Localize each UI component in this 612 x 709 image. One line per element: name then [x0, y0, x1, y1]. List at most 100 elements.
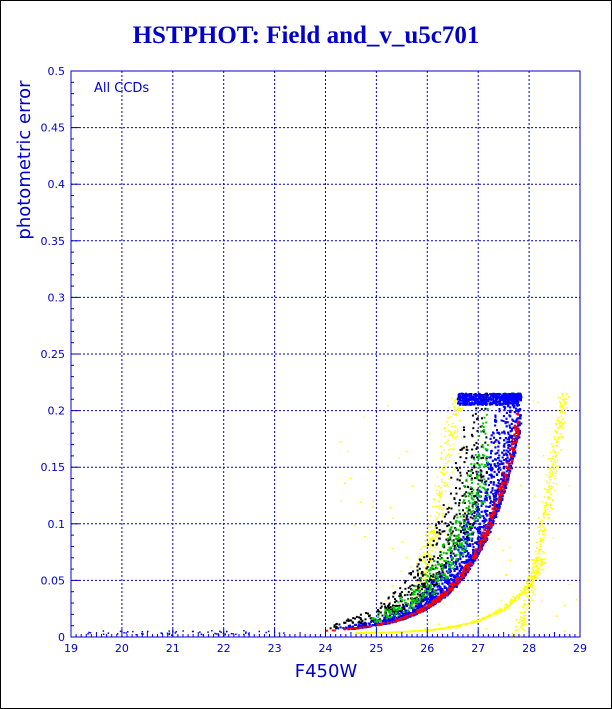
- data-point: [521, 612, 524, 614]
- data-point: [436, 592, 439, 595]
- data-point: [434, 533, 437, 535]
- data-point: [504, 421, 507, 423]
- data-point: [448, 449, 450, 451]
- data-point: [562, 426, 565, 429]
- data-point: [446, 582, 449, 584]
- data-point: [420, 558, 423, 560]
- data-point: [536, 553, 539, 555]
- data-point: [507, 607, 509, 609]
- data-point: [558, 419, 560, 422]
- data-point: [514, 597, 516, 600]
- data-point: [507, 405, 510, 408]
- data-point: [549, 497, 551, 499]
- data-point: [551, 443, 553, 445]
- data-point: [448, 579, 451, 582]
- data-point: [389, 631, 391, 634]
- data-point: [490, 450, 493, 453]
- data-point: [512, 426, 515, 429]
- data-point: [463, 511, 466, 514]
- data-point: [496, 451, 499, 454]
- data-point: [508, 458, 511, 461]
- data-point: [453, 548, 456, 551]
- data-point: [456, 408, 459, 410]
- data-point: [509, 406, 512, 409]
- data-point: [453, 626, 455, 628]
- data-point: [455, 563, 457, 566]
- data-point: [474, 526, 476, 529]
- data-point: [438, 490, 441, 492]
- data-point: [466, 481, 469, 483]
- data-point: [435, 595, 438, 598]
- data-point: [418, 630, 420, 632]
- data-point: [480, 500, 483, 502]
- data-point: [492, 441, 495, 444]
- data-point: [424, 559, 426, 561]
- data-point: [389, 631, 392, 633]
- data-point: [559, 422, 562, 424]
- data-point: [431, 577, 434, 579]
- data-point: [166, 632, 169, 635]
- data-point: [392, 618, 395, 620]
- data-point: [230, 632, 233, 635]
- data-point: [434, 516, 437, 519]
- data-point: [493, 496, 496, 498]
- data-point: [500, 460, 503, 463]
- data-point: [505, 460, 508, 462]
- data-point: [132, 630, 134, 633]
- data-point: [422, 598, 425, 601]
- data-point: [458, 562, 461, 565]
- data-point: [529, 598, 531, 600]
- data-point: [485, 519, 488, 522]
- data-point: [431, 536, 434, 538]
- data-point: [483, 617, 485, 619]
- data-point: [501, 609, 503, 611]
- data-point: [412, 610, 415, 613]
- data-point: [543, 530, 545, 533]
- data-point: [480, 618, 482, 621]
- data-point: [373, 632, 376, 634]
- data-point: [531, 582, 533, 584]
- data-point: [505, 441, 508, 444]
- data-point: [504, 407, 506, 409]
- data-point: [467, 553, 470, 556]
- data-point: [391, 547, 393, 550]
- data-point: [367, 632, 370, 634]
- data-point: [463, 538, 466, 541]
- data-point: [447, 478, 450, 480]
- data-point: [534, 550, 537, 553]
- data-point: [424, 561, 426, 563]
- data-point: [497, 608, 499, 611]
- data-point: [481, 617, 483, 619]
- data-point: [522, 628, 524, 630]
- data-point: [431, 595, 434, 598]
- data-point: [504, 606, 506, 608]
- data-point: [482, 515, 485, 518]
- data-point: [533, 571, 536, 574]
- data-point: [494, 424, 497, 427]
- data-point: [544, 529, 546, 531]
- data-point: [484, 498, 486, 501]
- data-point: [493, 436, 495, 439]
- data-point: [439, 457, 442, 459]
- data-point: [460, 538, 463, 541]
- data-point: [544, 558, 546, 560]
- data-point: [518, 417, 521, 420]
- data-point: [539, 545, 542, 548]
- data-point: [474, 541, 477, 544]
- data-point: [500, 419, 503, 422]
- data-point: [453, 443, 455, 446]
- data-point: [431, 530, 434, 533]
- data-point: [459, 419, 461, 422]
- data-point: [455, 560, 458, 563]
- data-point: [535, 574, 537, 576]
- data-point: [383, 617, 386, 619]
- data-point: [538, 551, 540, 553]
- data-point: [512, 452, 515, 455]
- data-point: [528, 424, 531, 427]
- data-point: [418, 597, 421, 599]
- data-point: [472, 553, 475, 556]
- data-point: [443, 465, 445, 468]
- data-point: [471, 621, 473, 623]
- data-point: [541, 540, 543, 543]
- data-point: [476, 519, 479, 522]
